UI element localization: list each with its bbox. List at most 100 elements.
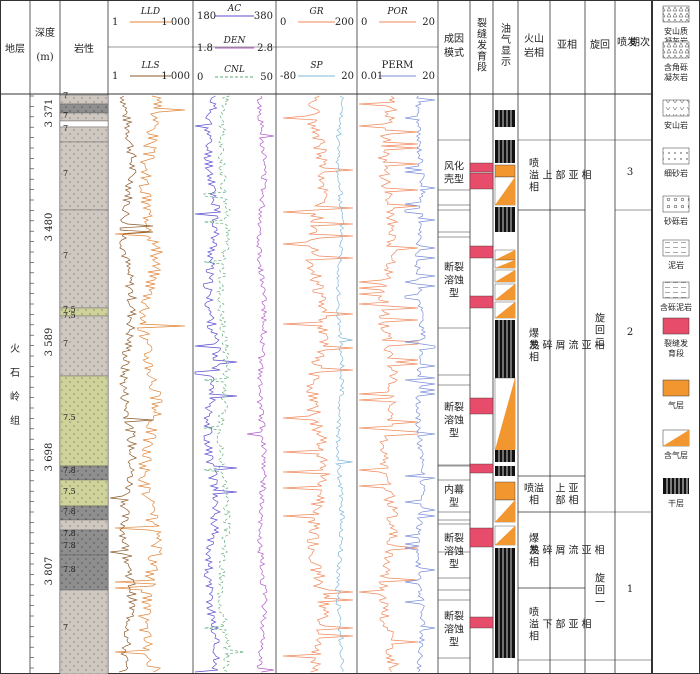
legend-label-line: 气层 bbox=[668, 400, 684, 410]
cycle-name: 旋回二 bbox=[595, 312, 605, 349]
subfacies-char: 亚 bbox=[582, 341, 592, 352]
legend-label: 安山质凝灰岩 bbox=[664, 26, 688, 46]
curve-min: 1 bbox=[112, 17, 118, 28]
volcanic-facies-line: 相 bbox=[529, 351, 539, 364]
volcanic-facies-line: 发 bbox=[529, 544, 539, 557]
dry-layer bbox=[495, 548, 515, 658]
curve-header-sp: SP -80 20 bbox=[280, 61, 354, 82]
curve-name: LLS bbox=[140, 61, 159, 71]
genesis-model-line: 溶蚀 bbox=[444, 623, 464, 636]
header-fracture-line: 缝 bbox=[477, 28, 487, 41]
depth-label: 3 589 bbox=[44, 328, 55, 357]
legend-label-line: 含砾泥岩 bbox=[660, 302, 692, 312]
header-fracture-line: 育 bbox=[477, 50, 487, 63]
header-volcanic-facies: 火山 bbox=[524, 33, 544, 45]
pebbly-mudstone-icon bbox=[662, 281, 690, 299]
cycle-name-line: 二 bbox=[595, 338, 605, 349]
legend-label: 气层 bbox=[668, 400, 684, 410]
volcanic-facies-line: 爆 bbox=[529, 533, 539, 545]
header-fracture-line: 裂 bbox=[477, 17, 487, 30]
dry-layer-icon bbox=[663, 478, 689, 494]
oil-gas-interval bbox=[494, 481, 516, 501]
subfacies-char: 热 bbox=[530, 339, 540, 352]
subfacies: 上部亚相 bbox=[543, 169, 592, 182]
subfacies-char: 屑 bbox=[556, 545, 566, 557]
genesis-model-line: 壳型 bbox=[444, 173, 464, 186]
formation-name-char: 组 bbox=[10, 414, 20, 427]
curve-name: GR bbox=[310, 7, 324, 17]
legend-label: 裂缝发育段 bbox=[664, 338, 688, 358]
log-curve bbox=[358, 95, 419, 673]
volcanic-facies-line: 喷 bbox=[529, 158, 539, 170]
volcanic-facies-line: 爆 bbox=[529, 328, 539, 340]
volcanic-facies-line: 溢 bbox=[529, 618, 539, 631]
header-eruption-b: 期次 bbox=[630, 36, 650, 49]
gas-bearing-fill bbox=[495, 500, 515, 522]
oil-gas-interval bbox=[494, 269, 516, 283]
lithology-code: 7 bbox=[63, 169, 68, 178]
curve-max: 200 bbox=[335, 17, 354, 28]
genesis-model-line: 断裂 bbox=[444, 610, 464, 623]
header-volcanic-facies-2: 岩相 bbox=[524, 46, 544, 59]
volcanic-facies: 爆发相 bbox=[529, 328, 539, 364]
header-fracture: 裂缝发育段 bbox=[477, 17, 487, 74]
depth-label: 3 698 bbox=[44, 443, 55, 472]
curve-name: AC bbox=[227, 4, 241, 14]
gas-bearing-fill bbox=[495, 250, 515, 260]
mudstone-icon bbox=[662, 239, 690, 257]
genesis-model-line: 型 bbox=[449, 287, 459, 300]
oil-gas-interval bbox=[494, 499, 516, 523]
gas-layer bbox=[494, 481, 516, 501]
subfacies-char: 流 bbox=[569, 339, 579, 352]
curve-min: 1 bbox=[112, 71, 118, 82]
genesis-model-line: 型 bbox=[449, 636, 459, 649]
column-lines bbox=[29, 0, 616, 674]
legend-label: 细砂岩 bbox=[664, 168, 688, 178]
legend-label: 含角砾凝灰岩 bbox=[664, 62, 688, 82]
header-eruption-line: 喷发 bbox=[617, 36, 637, 49]
oil-gas-interval bbox=[494, 164, 516, 178]
log-curve bbox=[109, 95, 154, 673]
volcanic-facies-line: 相 bbox=[529, 556, 539, 569]
gas-bearing-layer-icon-fill bbox=[663, 430, 689, 446]
header-oilgas-line: 显 bbox=[501, 45, 511, 57]
lithology-code: 7.5 bbox=[63, 305, 76, 314]
gas-bearing-fill bbox=[495, 260, 515, 268]
subfacies-char: 部 bbox=[556, 494, 566, 507]
fracture-zone bbox=[469, 616, 494, 629]
dry-layer bbox=[495, 110, 515, 127]
subfacies-char: 亚 bbox=[569, 171, 579, 182]
lithology-band bbox=[59, 375, 109, 467]
curve-max: 1 000 bbox=[161, 71, 190, 82]
subfacies-char: 屑 bbox=[556, 340, 566, 352]
subfacies-char: 相 bbox=[582, 618, 592, 631]
legend-label-line: 安山岩 bbox=[664, 120, 688, 130]
depth-label: 3 480 bbox=[44, 213, 55, 242]
log-curve bbox=[194, 95, 238, 673]
header-eruption: 喷发 bbox=[617, 36, 637, 49]
volcanic-facies-line: 喷溢 bbox=[524, 482, 544, 495]
subfacies-char: 热 bbox=[530, 544, 540, 557]
curve-min: 0.01 bbox=[361, 71, 383, 82]
curve-max: 1 000 bbox=[161, 17, 190, 28]
fracture-zone bbox=[469, 162, 494, 173]
legend-item-fracture-zone: 裂缝发育段 bbox=[662, 317, 690, 358]
subfacies-char: 部 bbox=[556, 618, 566, 631]
legend-item-pebbly-mudstone: 含砾泥岩 bbox=[660, 281, 692, 312]
genesis-model-line: 风化 bbox=[444, 160, 464, 173]
oil-gas-interval bbox=[495, 548, 515, 658]
header-oilgas-line: 油 bbox=[501, 22, 511, 35]
legend-label-line: 凝灰岩 bbox=[664, 72, 688, 82]
dry-layer bbox=[495, 140, 515, 163]
curve-max: 50 bbox=[260, 72, 273, 83]
legend-label: 干层 bbox=[668, 499, 684, 508]
gas-layer-icon bbox=[662, 379, 690, 397]
subfacies-char: 上 bbox=[543, 170, 553, 182]
genesis-model-line: 溶蚀 bbox=[444, 414, 464, 427]
legend-label-line: 裂缝发 bbox=[664, 338, 688, 348]
